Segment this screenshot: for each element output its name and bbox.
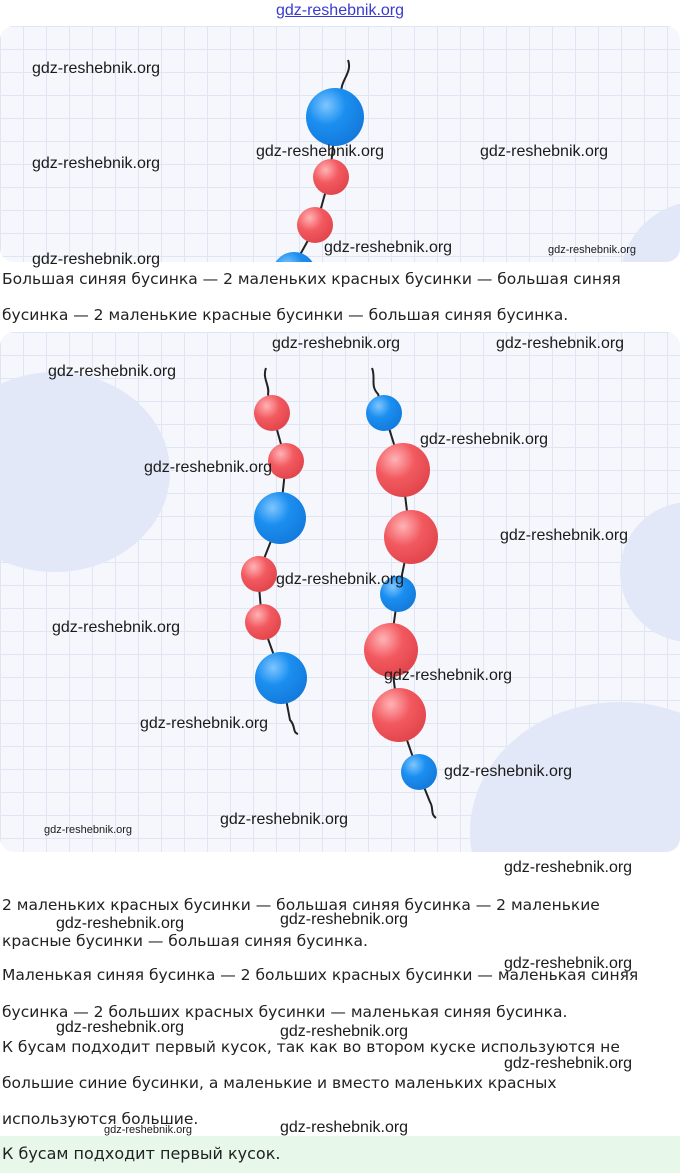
watermark: gdz-reshebnik.org <box>44 824 133 836</box>
watermark: gdz-reshebnik.org <box>104 1124 193 1136</box>
beads-illustration-comparison <box>0 332 680 852</box>
watermark: gdz-reshebnik.org <box>504 1055 633 1072</box>
paragraph-4-line-1: К бусам подходит первый кусок, так как в… <box>2 1038 620 1056</box>
watermark: gdz-reshebnik.org <box>276 571 405 588</box>
paragraph-4-line-2: большие синие бусинки, а маленькие и вме… <box>2 1074 557 1092</box>
paragraph-1-line-2: бусинка — 2 маленькие красные бусинки — … <box>2 306 569 324</box>
big-blue-bead <box>272 252 316 262</box>
paragraph-1-line-1: Большая синяя бусинка — 2 маленьких крас… <box>2 270 621 288</box>
small-blue-bead <box>366 395 402 431</box>
paragraph-4-line-3: используются большие. <box>2 1110 199 1128</box>
beads-illustration-top <box>0 26 680 262</box>
paragraph-3-line-1: Маленькая синяя бусинка — 2 больших крас… <box>2 966 639 984</box>
small-red-bead <box>297 207 333 243</box>
watermark: gdz-reshebnik.org <box>504 859 633 876</box>
small-blue-bead <box>380 576 416 612</box>
paragraph-3-line-2: бусинка — 2 больших красных бусинки — ма… <box>2 1003 568 1021</box>
watermark: gdz-reshebnik.org <box>496 335 625 352</box>
watermark: gdz-reshebnik.org <box>480 143 609 160</box>
paragraph-2-line-1: 2 маленьких красных бусинки — большая си… <box>2 896 600 914</box>
small-red-bead <box>245 604 281 640</box>
small-red-bead <box>254 395 290 431</box>
watermark: gdz-reshebnik.org <box>324 239 453 256</box>
watermark: gdz-reshebnik.org <box>32 251 161 268</box>
watermark: gdz-reshebnik.org <box>56 1019 185 1036</box>
watermark: gdz-reshebnik.org <box>280 911 409 928</box>
watermark: gdz-reshebnik.org <box>48 363 177 380</box>
watermark: gdz-reshebnik.org <box>548 244 637 256</box>
watermark: gdz-reshebnik.org <box>32 60 161 77</box>
watermark: gdz-reshebnik.org <box>32 155 161 172</box>
big-red-bead <box>384 510 438 564</box>
site-header-link[interactable]: gdz-reshebnik.org <box>275 2 405 19</box>
big-red-bead <box>364 623 418 677</box>
watermark: gdz-reshebnik.org <box>420 431 549 448</box>
small-red-bead <box>241 556 277 592</box>
watermark: gdz-reshebnik.org <box>280 1023 409 1040</box>
watermark: gdz-reshebnik.org <box>52 619 181 636</box>
bead-string <box>295 59 351 262</box>
small-blue-bead <box>401 754 437 790</box>
big-red-bead <box>376 443 430 497</box>
watermark: gdz-reshebnik.org <box>56 915 185 932</box>
watermark: gdz-reshebnik.org <box>140 715 269 732</box>
watermark: gdz-reshebnik.org <box>220 811 349 828</box>
big-blue-bead <box>306 88 364 146</box>
big-blue-bead <box>255 652 307 704</box>
paragraph-2-line-2: красные бусинки — большая синяя бусинка. <box>2 932 368 950</box>
watermark: gdz-reshebnik.org <box>144 459 273 476</box>
small-red-bead <box>268 443 304 479</box>
big-red-bead <box>372 688 426 742</box>
answer-box: К бусам подходит первый кусок. <box>0 1136 680 1173</box>
watermark: gdz-reshebnik.org <box>280 1119 409 1136</box>
watermark: gdz-reshebnik.org <box>256 143 385 160</box>
bead-strings <box>256 367 437 819</box>
watermark: gdz-reshebnik.org <box>272 335 401 352</box>
watermark: gdz-reshebnik.org <box>504 955 633 972</box>
small-red-bead <box>313 159 349 195</box>
watermark: gdz-reshebnik.org <box>444 763 573 780</box>
big-blue-bead <box>254 492 306 544</box>
answer-text: К бусам подходит первый кусок. <box>2 1144 281 1163</box>
watermark: gdz-reshebnik.org <box>384 667 513 684</box>
watermark: gdz-reshebnik.org <box>500 527 629 544</box>
